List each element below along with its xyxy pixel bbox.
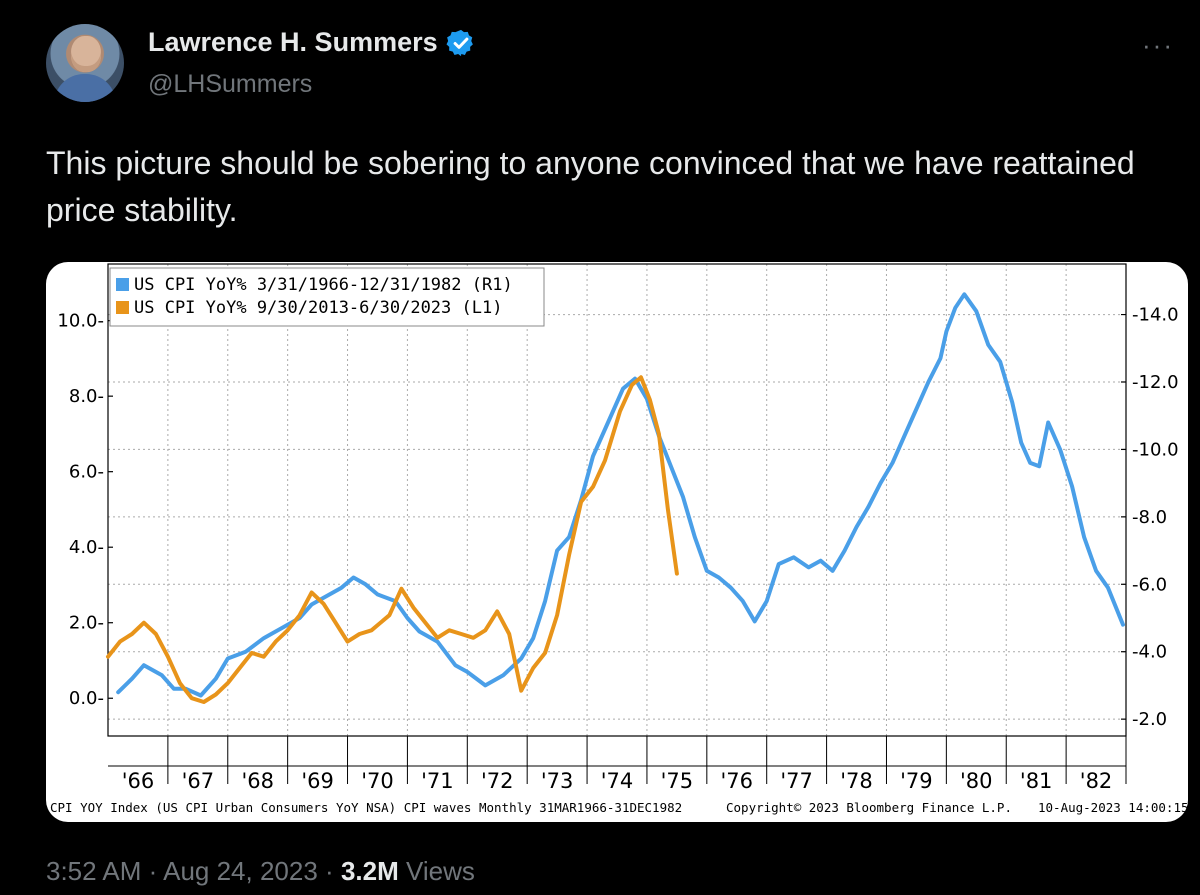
series-line-blue	[116, 292, 1125, 698]
right-axis: -2.0 -4.0 -6.0 -8.0 -10.0 -12.0 -14.0	[1121, 305, 1179, 730]
more-options-icon[interactable]: ···	[1142, 30, 1174, 60]
x-tick-label: '71	[421, 769, 454, 793]
right-tick-label: -14.0	[1132, 305, 1179, 326]
author-handle[interactable]: @LHSummers	[148, 70, 313, 98]
legend-swatch-orange	[116, 301, 129, 314]
x-tick-label: '79	[900, 769, 933, 793]
x-tick-label: '75	[661, 769, 694, 793]
left-tick-label: 6.0-	[69, 462, 104, 483]
x-tick-label: '66	[122, 769, 155, 793]
x-tick-label: '77	[780, 769, 813, 793]
right-tick-label: -4.0	[1132, 642, 1167, 663]
chart-grid	[108, 264, 1127, 736]
meta-separator: ·	[325, 856, 334, 886]
left-axis: 0.0- 2.0- 4.0- 6.0- 8.0- 10.0-	[57, 311, 113, 709]
left-tick-label: 0.0-	[69, 688, 104, 709]
x-tick-label: '70	[361, 769, 394, 793]
left-tick-label: 4.0-	[69, 537, 104, 558]
x-tick-label: '67	[182, 769, 215, 793]
right-tick-label: -10.0	[1132, 439, 1179, 460]
tweet-date[interactable]: Aug 24, 2023	[163, 856, 318, 886]
chart-footer-date: 10-Aug-2023 14:00:15	[1038, 800, 1188, 815]
legend-entry-orange: US CPI YoY% 9/30/2013-6/30/2023 (L1)	[134, 298, 502, 318]
author-name[interactable]: Lawrence H. Summers	[148, 27, 438, 57]
meta-separator: ·	[148, 856, 158, 886]
chart-legend: US CPI YoY% 3/31/1966-12/31/1982 (R1) US…	[109, 267, 545, 327]
left-tick-label: 2.0-	[69, 613, 104, 634]
views-label[interactable]: Views	[406, 856, 475, 886]
left-tick-label: 8.0-	[69, 386, 104, 407]
series-line-orange	[106, 375, 679, 704]
chart-series	[106, 292, 1125, 704]
legend-entry-blue: US CPI YoY% 3/31/1966-12/31/1982 (R1)	[134, 275, 513, 295]
x-tick-label: '82	[1080, 769, 1113, 793]
avatar-head	[71, 36, 101, 72]
x-tick-label: '72	[481, 769, 514, 793]
x-tick-label: '74	[601, 769, 634, 793]
x-tick-label: '80	[960, 769, 993, 793]
x-tick-label: '78	[840, 769, 873, 793]
right-tick-label: -12.0	[1132, 372, 1179, 393]
legend-swatch-blue	[116, 278, 129, 291]
legend-box	[109, 267, 545, 327]
chart-footer-source: CPI YOY Index (US CPI Urban Consumers Yo…	[50, 800, 682, 815]
verified-badge-icon	[446, 29, 473, 56]
x-tick-label: '81	[1020, 769, 1053, 793]
x-tick-label: '68	[241, 769, 273, 793]
avatar-shoulders	[54, 74, 116, 102]
chart-footer-copyright: Copyright© 2023 Bloomberg Finance L.P.	[726, 800, 1012, 815]
plot-frame	[107, 263, 1127, 737]
right-tick-label: -8.0	[1132, 507, 1167, 528]
views-count: 3.2M	[340, 856, 399, 886]
right-tick-label: -6.0	[1132, 574, 1167, 595]
right-tick-label: -2.0	[1132, 709, 1167, 730]
tweet-meta: 3:52 AM · Aug 24, 2023 · 3.2M Views	[46, 856, 475, 887]
left-tick-label: 10.0-	[57, 311, 104, 332]
author-avatar[interactable]	[46, 24, 124, 102]
x-tick-label: '73	[541, 769, 574, 793]
x-tick-label: '76	[721, 769, 754, 793]
tweet-time[interactable]: 3:52 AM	[46, 856, 142, 886]
cpi-chart: 0.0- 2.0- 4.0- 6.0- 8.0- 10.0- -2.0 -4.0 -6.0 -8…	[50, 263, 1188, 815]
x-tick-label: '69	[301, 769, 334, 793]
chart-image[interactable]: 0.0- 2.0- 4.0- 6.0- 8.0- 10.0- -2.0 -4.0 -6.0 -8…	[46, 262, 1188, 822]
tweet-text: This picture should be sobering to anyon…	[46, 145, 1135, 228]
x-axis: '66 '67 '68 '69 '70 '71 '72 '73 '74 '75 '76 '77 '78 '…	[108, 736, 1127, 793]
author-name-row[interactable]: Lawrence H. Summers	[148, 27, 476, 58]
